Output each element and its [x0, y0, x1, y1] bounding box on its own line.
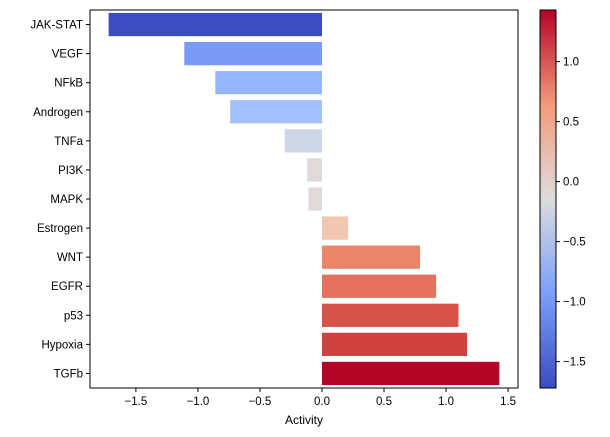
y-tick-label: Estrogen — [37, 223, 83, 235]
colorbar-tick-label: −1.0 — [563, 297, 586, 309]
x-tick-label: −1.0 — [187, 396, 210, 408]
x-axis-label: Activity — [285, 413, 323, 427]
colorbar-tick-label: −1.5 — [563, 357, 586, 369]
colorbar-tick-label: 1.0 — [563, 57, 579, 69]
x-tick-label: 0.0 — [314, 396, 330, 408]
bar-tgfb — [321, 361, 500, 386]
colorbar-axis: 1.0 0.5 0.0 −0.5 −1.0 −1.5 — [556, 57, 586, 369]
y-tick-label: WNT — [57, 252, 83, 264]
bar-p53 — [321, 303, 459, 327]
bar-hypoxia — [321, 332, 468, 357]
bar-wnt — [321, 245, 420, 269]
bar-mapk — [308, 187, 322, 211]
y-axis: JAK-STAT VEGF NFkB Androgen TNFa PI3K MAPK Estr… — [30, 20, 90, 380]
y-tick-label: VEGF — [52, 49, 83, 61]
x-tick-label: −1.5 — [125, 396, 148, 408]
y-tick-label: NFkB — [54, 78, 83, 90]
x-tick-label: 1.0 — [438, 396, 454, 408]
bar-vegf — [184, 41, 322, 66]
bar-jak-stat — [108, 12, 322, 37]
y-tick-label: MAPK — [50, 194, 83, 206]
x-tick-label: −0.5 — [249, 396, 272, 408]
y-tick-label: p53 — [64, 310, 83, 322]
bar-estrogen — [321, 216, 349, 240]
colorbar-tick-label: 0.5 — [563, 117, 579, 129]
y-tick-label: JAK-STAT — [30, 20, 83, 32]
bar-pi3k — [307, 158, 322, 182]
colorbar-tick-label: 0.0 — [563, 177, 579, 189]
y-tick-label: PI3K — [58, 165, 83, 177]
plot-frame — [89, 9, 519, 389]
y-tick-label: TNFa — [54, 136, 83, 148]
bar-androgen — [230, 100, 322, 124]
colorbar-tick-label: −0.5 — [563, 237, 586, 249]
bars-group — [108, 12, 500, 386]
x-axis: −1.5 −1.0 −0.5 0.0 0.5 1.0 1.5 — [125, 388, 516, 408]
x-tick-label: 1.5 — [500, 396, 516, 408]
y-tick-label: TGFb — [54, 368, 83, 380]
bar-nfkb — [215, 71, 322, 95]
bar-egfr — [321, 274, 437, 298]
bar-tnfa — [284, 129, 322, 153]
x-tick-label: 0.5 — [376, 396, 392, 408]
y-tick-label: EGFR — [51, 281, 83, 293]
y-tick-label: Androgen — [33, 107, 83, 119]
colorbar — [539, 9, 557, 389]
y-tick-label: Hypoxia — [41, 339, 83, 351]
